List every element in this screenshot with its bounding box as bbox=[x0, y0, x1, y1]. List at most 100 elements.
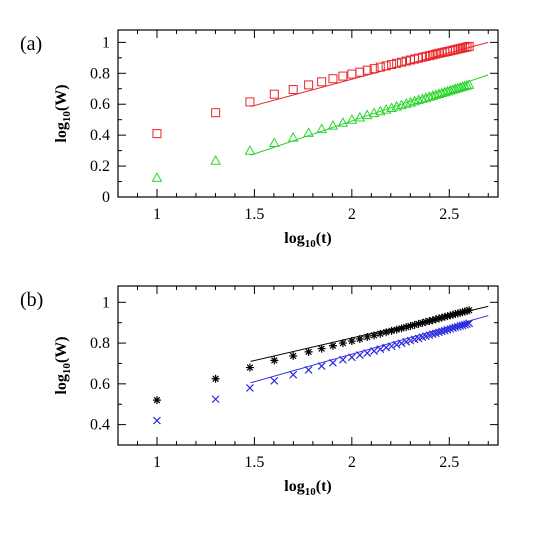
data-point-square bbox=[269, 89, 279, 99]
data-point-triangle bbox=[463, 79, 475, 89]
data-point-triangle bbox=[361, 109, 373, 120]
data-point-asterisk bbox=[402, 323, 411, 332]
data-point-cross bbox=[440, 326, 449, 335]
data-point-cross bbox=[363, 349, 372, 357]
data-point-triangle bbox=[409, 95, 420, 106]
data-point-triangle bbox=[151, 172, 163, 182]
x-tick-label: 2 bbox=[348, 454, 356, 471]
data-point-asterisk bbox=[382, 328, 391, 337]
data-point-triangle bbox=[337, 117, 349, 127]
data-point-asterisk bbox=[363, 332, 372, 341]
data-point-square bbox=[245, 97, 255, 107]
data-point-asterisk bbox=[431, 315, 440, 324]
data-point-square bbox=[450, 45, 460, 55]
data-point-triangle bbox=[427, 90, 439, 100]
data-point-asterisk bbox=[338, 339, 347, 348]
data-point-square bbox=[347, 69, 357, 79]
data-point-triangle bbox=[413, 94, 424, 104]
data-point-asterisk bbox=[376, 329, 385, 338]
x-tick-label: 1 bbox=[153, 454, 161, 471]
y-tick-label: 0.8 bbox=[90, 335, 110, 352]
series-cross bbox=[153, 315, 489, 425]
data-point-asterisk bbox=[451, 309, 460, 318]
data-point-cross bbox=[317, 362, 326, 371]
x-tick-label: 1.5 bbox=[244, 454, 264, 471]
data-point-cross bbox=[370, 347, 378, 355]
x-tick-label: 2 bbox=[348, 206, 356, 223]
data-point-asterisk bbox=[425, 317, 434, 326]
fit-line-cross bbox=[250, 315, 489, 384]
data-point-square bbox=[317, 77, 327, 87]
data-point-cross bbox=[347, 353, 356, 362]
data-point-cross bbox=[451, 323, 460, 332]
panel-label: (b) bbox=[20, 289, 43, 311]
x-axis-label: log10(t) bbox=[284, 478, 331, 498]
data-point-square bbox=[428, 50, 438, 60]
data-point-triangle bbox=[303, 127, 314, 137]
data-point-asterisk bbox=[443, 312, 452, 321]
data-point-cross bbox=[355, 351, 364, 360]
data-point-cross bbox=[376, 345, 385, 354]
data-point-asterisk bbox=[437, 313, 446, 322]
data-point-asterisk bbox=[463, 306, 472, 315]
data-point-square bbox=[387, 59, 397, 69]
data-point-cross bbox=[338, 355, 347, 364]
data-point-cross bbox=[435, 328, 443, 337]
y-tick-label: 1 bbox=[102, 34, 110, 51]
data-point-asterisk bbox=[406, 321, 415, 330]
x-axis-label: log10(t) bbox=[284, 230, 331, 250]
x-tick-label: 2.5 bbox=[439, 206, 459, 223]
data-point-square bbox=[355, 67, 365, 77]
data-point-asterisk bbox=[328, 341, 337, 350]
data-point-square bbox=[464, 41, 474, 51]
data-point-square bbox=[211, 108, 221, 118]
y-tick-label: 0.8 bbox=[90, 65, 110, 82]
data-point-cross bbox=[387, 342, 396, 351]
data-point-square bbox=[288, 85, 298, 95]
data-point-asterisk bbox=[460, 307, 469, 316]
panel-label: (a) bbox=[20, 33, 42, 55]
data-point-square bbox=[362, 65, 372, 75]
y-axis-label: log10(W) bbox=[53, 336, 73, 394]
data-point-cross bbox=[397, 339, 406, 348]
series-square bbox=[152, 41, 489, 139]
data-point-asterisk bbox=[270, 356, 279, 365]
y-tick-label: 0.6 bbox=[90, 96, 110, 113]
data-point-triangle bbox=[368, 107, 380, 118]
data-point-cross bbox=[329, 358, 337, 367]
x-tick-label: 1.5 bbox=[244, 206, 264, 223]
data-point-triangle bbox=[420, 92, 432, 102]
data-point-asterisk bbox=[418, 318, 427, 327]
y-tick-label: 1 bbox=[102, 294, 110, 311]
data-point-cross bbox=[465, 319, 474, 328]
data-point-square bbox=[434, 48, 444, 58]
data-point-cross bbox=[270, 376, 279, 385]
y-tick-label: 0.6 bbox=[90, 376, 110, 393]
data-point-triangle bbox=[316, 123, 327, 134]
data-point-triangle bbox=[327, 120, 339, 130]
data-point-triangle bbox=[459, 80, 471, 91]
data-point-asterisk bbox=[355, 335, 364, 343]
data-point-cross bbox=[304, 366, 313, 374]
data-point-square bbox=[152, 129, 162, 139]
data-point-asterisk bbox=[245, 363, 254, 372]
data-point-square bbox=[328, 74, 338, 84]
data-point-square bbox=[424, 51, 434, 61]
data-point-triangle bbox=[287, 131, 299, 142]
data-point-asterisk bbox=[453, 309, 462, 318]
data-point-triangle bbox=[454, 81, 466, 92]
data-point-cross bbox=[289, 370, 298, 379]
data-point-asterisk bbox=[370, 331, 379, 340]
data-point-cross bbox=[246, 383, 254, 392]
data-point-asterisk bbox=[397, 324, 406, 333]
data-point-cross bbox=[437, 327, 446, 336]
data-point-square bbox=[448, 45, 458, 55]
data-point-asterisk bbox=[317, 344, 326, 353]
data-point-triangle bbox=[400, 98, 412, 108]
data-point-triangle bbox=[405, 96, 416, 107]
data-point-asterisk bbox=[446, 311, 455, 320]
data-point-triangle bbox=[210, 155, 221, 165]
data-point-asterisk bbox=[465, 306, 474, 315]
data-point-square bbox=[455, 44, 465, 54]
